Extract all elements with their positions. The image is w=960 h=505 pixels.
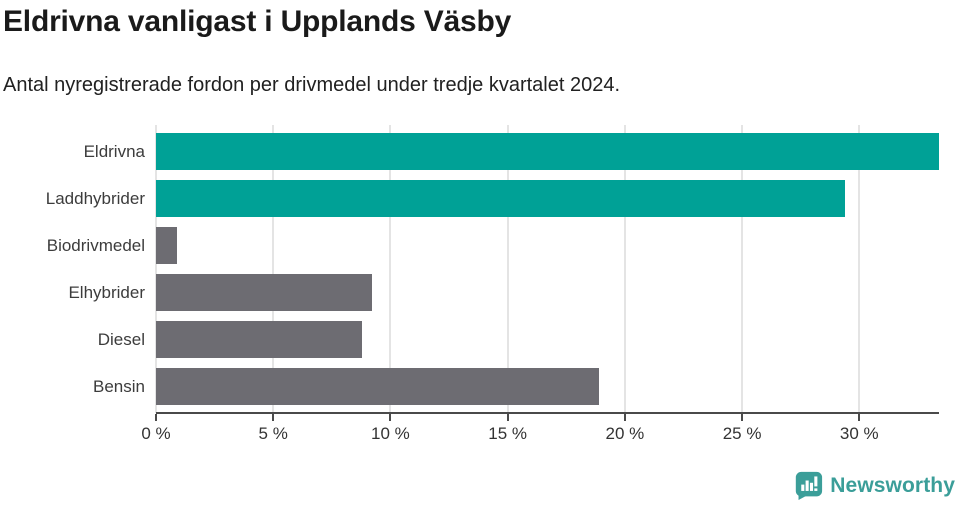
plot-area <box>155 125 939 413</box>
chart-subtitle: Antal nyregistrerade fordon per drivmede… <box>3 74 621 96</box>
bar-diesel <box>156 320 363 358</box>
bar-eldrivna <box>156 133 939 171</box>
newsworthy-chart-bubble-icon <box>794 471 823 500</box>
gridline-10 <box>389 125 392 413</box>
tick-mark-0 <box>155 414 157 421</box>
newsworthy-logo-text: Newsworthy <box>830 473 955 497</box>
gridline-30 <box>858 125 861 413</box>
tick-mark-10 <box>389 414 392 421</box>
bar-elhybrider <box>156 273 372 311</box>
tick-label-20: 20 % <box>605 424 645 443</box>
tick-mark-25 <box>741 414 744 421</box>
bar-biodrivmedel <box>156 227 178 264</box>
gridline-5 <box>272 125 275 413</box>
tick-label-5: 5 % <box>258 424 288 443</box>
gridline-0 <box>155 125 157 413</box>
newsworthy-logo[interactable]: Newsworthy <box>794 471 955 500</box>
tick-mark-20 <box>623 414 626 421</box>
tick-label-30: 30 % <box>839 424 879 443</box>
tick-label-10: 10 % <box>371 424 410 443</box>
bar-laddhybrider <box>156 180 846 218</box>
category-label-diesel: Diesel <box>97 329 145 349</box>
tick-mark-15 <box>506 414 509 421</box>
category-label-laddhybrider: Laddhybrider <box>45 189 145 209</box>
category-label-biodrivmedel: Biodrivmedel <box>46 236 145 255</box>
gridline-20 <box>623 125 626 413</box>
tick-label-15: 15 % <box>488 424 528 443</box>
x-axis-line <box>156 412 939 414</box>
tick-label-25: 25 % <box>722 424 762 443</box>
category-label-eldrivna: Eldrivna <box>83 142 145 162</box>
tick-label-0: 0 % <box>141 424 171 443</box>
tick-mark-30 <box>858 414 861 421</box>
category-label-elhybrider: Elhybrider <box>68 282 145 302</box>
category-label-bensin: Bensin <box>93 376 145 396</box>
tick-mark-5 <box>272 414 275 421</box>
chart-title: Eldrivna vanligast i Upplands Väsby <box>3 5 512 38</box>
gridline-15 <box>506 125 509 413</box>
bar-bensin <box>156 367 600 405</box>
gridline-25 <box>741 125 744 413</box>
